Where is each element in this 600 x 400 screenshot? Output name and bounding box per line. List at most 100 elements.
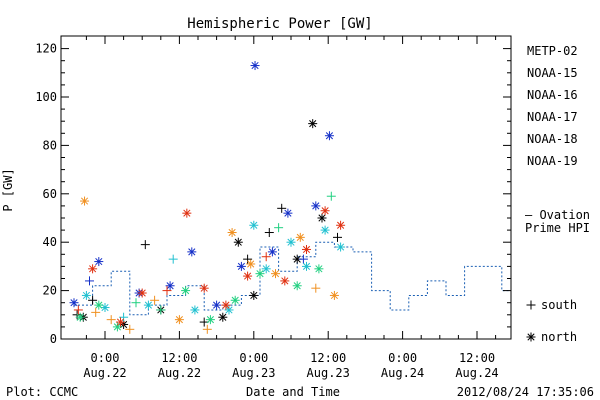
legend-entry: NOAA-16 [527, 88, 578, 102]
data-point-noaa-18 [174, 315, 184, 325]
data-layer [69, 61, 511, 334]
data-point-noaa-19 [73, 305, 83, 315]
data-point-noaa-17 [94, 300, 104, 310]
data-point-noaa-19 [199, 283, 209, 293]
data-point-noaa-18 [227, 228, 237, 238]
data-point-noaa-16 [119, 312, 129, 322]
x-axis: 0:00Aug.2212:00Aug.220:00Aug.2312:00Aug.… [83, 36, 499, 380]
data-point-metp-02 [243, 254, 253, 264]
legend: METP-02 NOAA-15 NOAA-16 NOAA-17 NOAA-18 NOAA-… [525, 44, 590, 344]
data-point-noaa-15 [324, 131, 334, 141]
data-point-noaa-15 [212, 300, 222, 310]
data-point-noaa-15 [85, 276, 94, 286]
data-point-noaa-15 [250, 61, 260, 71]
data-point-noaa-15 [94, 257, 104, 267]
data-point-noaa-18 [150, 295, 160, 305]
data-point-noaa-16 [249, 220, 259, 230]
data-point-noaa-17 [205, 315, 215, 325]
legend-entry: METP-02 [527, 44, 578, 58]
x-tick-time: 12:00 [310, 351, 346, 365]
x-tick-time: 12:00 [161, 351, 197, 365]
x-tick-date: Aug.23 [232, 366, 275, 380]
legend-ovation-line2: Prime HPI [525, 221, 590, 235]
y-tick-label: 120 [35, 42, 57, 56]
y-tick-label: 20 [43, 284, 57, 298]
data-point-metp-02 [233, 237, 243, 247]
data-point-noaa-15 [267, 247, 277, 257]
data-point-noaa-17 [255, 269, 265, 279]
data-point-noaa-18 [80, 196, 90, 206]
data-point-noaa-17 [230, 295, 240, 305]
data-point-metp-02 [333, 232, 342, 242]
y-axis: 0 20 40 60 80 100 120 [35, 42, 511, 346]
data-point-noaa-18 [246, 259, 256, 269]
data-point-noaa-18 [329, 290, 339, 300]
data-point-noaa-15 [283, 208, 293, 218]
data-point-noaa-17 [314, 264, 324, 274]
data-point-noaa-18 [295, 232, 305, 242]
legend-marker-label: north [541, 330, 577, 344]
data-point-metp-02 [277, 203, 287, 213]
data-point-noaa-17 [274, 223, 284, 233]
data-point-noaa-15 [311, 201, 321, 211]
data-point-metp-02 [140, 240, 150, 250]
x-tick-time: 0:00 [239, 351, 268, 365]
plot-timestamp: 2012/08/24 17:35:06 [457, 385, 594, 399]
data-point-noaa-18 [91, 307, 101, 317]
data-point-noaa-16 [302, 261, 311, 271]
legend-entry: NOAA-18 [527, 132, 578, 146]
data-point-noaa-19 [261, 252, 271, 262]
data-point-metp-02 [218, 312, 228, 322]
data-point-metp-02 [88, 295, 98, 305]
data-point-noaa-18 [311, 283, 321, 293]
y-tick-label: 40 [43, 235, 57, 249]
data-point-noaa-16 [286, 237, 296, 247]
x-tick-time: 0:00 [91, 351, 120, 365]
data-point-noaa-16 [168, 254, 178, 264]
chart-title: Hemispheric Power [GW] [187, 16, 372, 32]
y-tick-label: 0 [50, 332, 57, 346]
y-tick-label: 100 [35, 90, 57, 104]
data-point-noaa-16 [336, 242, 346, 252]
x-axis-label: Date and Time [246, 385, 340, 399]
ovation-prime-hpi-line [74, 241, 511, 316]
data-point-noaa-18 [125, 324, 135, 334]
data-point-noaa-16 [143, 300, 153, 310]
data-point-noaa-16 [320, 225, 330, 235]
y-axis-label: P [GW] [1, 168, 15, 211]
data-point-noaa-19 [336, 220, 346, 230]
legend-marker-label: south [541, 298, 577, 312]
data-point-noaa-16 [224, 305, 234, 315]
data-point-noaa-17 [112, 322, 122, 332]
plot-credit: Plot: CCMC [6, 385, 78, 399]
x-tick-time: 12:00 [459, 351, 495, 365]
x-tick-date: Aug.22 [158, 366, 201, 380]
data-point-noaa-18 [271, 269, 280, 279]
data-point-metp-02 [199, 317, 209, 327]
legend-ovation-line1: — Ovation [525, 208, 590, 222]
data-point-noaa-19 [137, 288, 147, 298]
data-point-noaa-17 [156, 305, 166, 315]
data-point-noaa-19 [221, 300, 231, 310]
data-point-noaa-19 [280, 276, 290, 286]
data-point-noaa-16 [81, 290, 91, 300]
y-tick-label: 60 [43, 187, 57, 201]
x-tick-date: Aug.24 [455, 366, 498, 380]
legend-entry: NOAA-15 [527, 66, 578, 80]
data-point-noaa-16 [261, 264, 271, 274]
data-point-noaa-19 [162, 286, 172, 296]
data-point-noaa-15 [187, 247, 197, 257]
data-point-metp-02 [249, 290, 259, 300]
data-point-noaa-15 [165, 281, 175, 291]
data-point-noaa-19 [243, 271, 253, 281]
data-point-noaa-19 [320, 206, 330, 216]
plot-frame [60, 35, 512, 340]
legend-entry: NOAA-17 [527, 110, 578, 124]
data-point-noaa-18 [106, 315, 116, 325]
data-point-noaa-19 [182, 208, 192, 218]
legend-entry: NOAA-19 [527, 154, 578, 168]
legend-marker-north [526, 332, 536, 342]
data-point-metp-02 [317, 213, 327, 223]
data-point-metp-02 [308, 119, 318, 129]
data-point-noaa-19 [88, 264, 98, 274]
